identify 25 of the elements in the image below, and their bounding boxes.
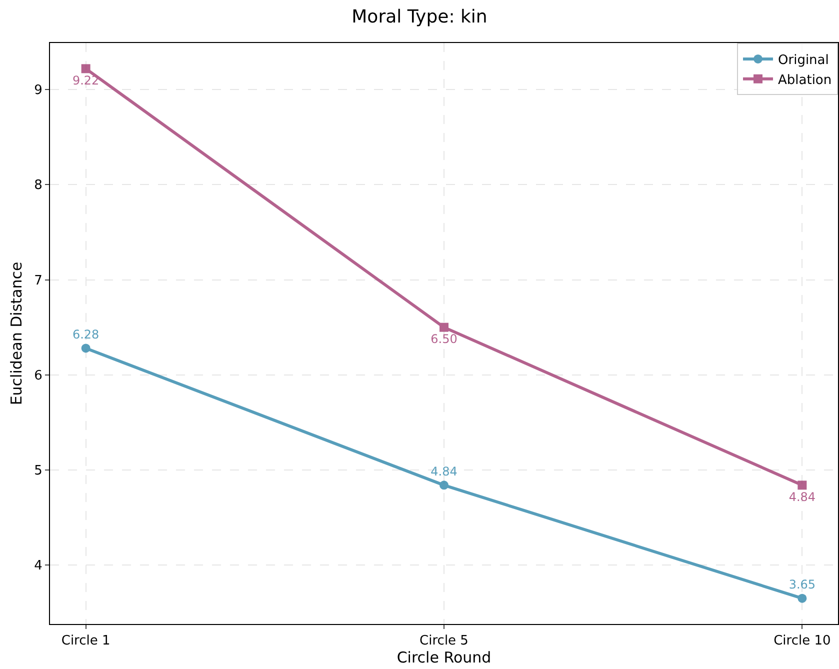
y-tick-label: 9 (34, 83, 42, 98)
legend-label: Original (778, 53, 829, 68)
x-tick-label: Circle 5 (420, 634, 468, 649)
legend-label: Ablation (778, 72, 832, 88)
chart-title: Moral Type: kin (352, 6, 488, 28)
y-axis-title: Euclidean Distance (7, 262, 26, 406)
point (81, 344, 90, 353)
data-label: 6.50 (430, 332, 458, 346)
point (798, 594, 807, 603)
data-label: 3.65 (788, 578, 816, 592)
x-axis-title: Circle Round (396, 648, 492, 667)
y-tick-label: 8 (34, 178, 42, 194)
y-tick-label: 4 (34, 558, 42, 574)
x-tick-label: Circle 1 (61, 634, 110, 649)
point (440, 480, 448, 490)
point (440, 322, 448, 332)
data-label: 4.84 (788, 490, 816, 504)
y-tick-label: 5 (34, 464, 42, 478)
data-label: 4.84 (430, 464, 458, 479)
data-label: 6.28 (72, 328, 100, 342)
point (81, 64, 90, 74)
y-tick-label: 7 (34, 273, 42, 288)
y-tick-label: 6 (34, 368, 42, 384)
point (798, 480, 807, 490)
x-tick-label: Circle 10 (774, 634, 831, 649)
